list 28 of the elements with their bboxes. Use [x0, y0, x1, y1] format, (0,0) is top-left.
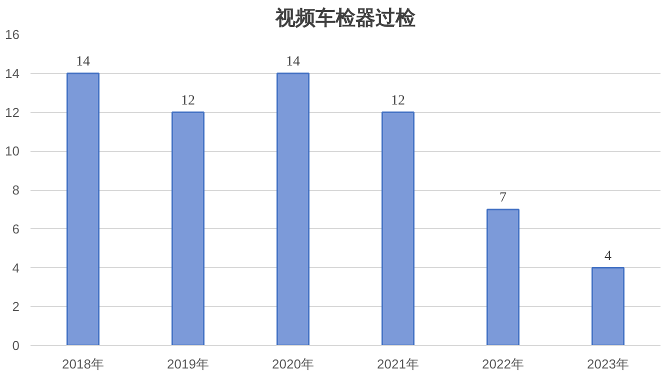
bar — [66, 72, 100, 346]
y-tick-label: 14 — [5, 66, 20, 81]
x-tick-label: 2022年 — [482, 356, 524, 372]
data-label: 14 — [286, 54, 300, 70]
y-tick-label: 0 — [12, 338, 20, 353]
y-tick-label: 4 — [12, 260, 20, 276]
data-label: 12 — [181, 93, 195, 108]
y-tick-label: 10 — [5, 144, 20, 159]
x-tick-label: 2021年 — [377, 356, 419, 372]
x-tick-label: 2019年 — [167, 356, 209, 372]
y-tick-label: 2 — [12, 299, 20, 314]
y-tick-label: 16 — [5, 27, 20, 42]
bar — [486, 208, 520, 346]
bar — [382, 112, 414, 346]
data-label: 14 — [76, 54, 90, 70]
bar — [172, 112, 204, 346]
x-tick-label: 2018年 — [62, 356, 104, 372]
data-label: 7 — [500, 190, 506, 206]
y-tick-label: 6 — [12, 221, 20, 236]
chart-title: 视频车检器过检 — [274, 6, 416, 30]
y-tick-label: 12 — [5, 104, 20, 120]
data-label: 12 — [391, 93, 405, 108]
bar — [592, 267, 624, 346]
y-tick-label: 8 — [12, 182, 20, 198]
x-tick-label: 2020年 — [272, 356, 314, 372]
data-label: 4 — [604, 248, 612, 264]
x-tick-label: 2023年 — [587, 356, 629, 372]
bar — [276, 72, 310, 346]
